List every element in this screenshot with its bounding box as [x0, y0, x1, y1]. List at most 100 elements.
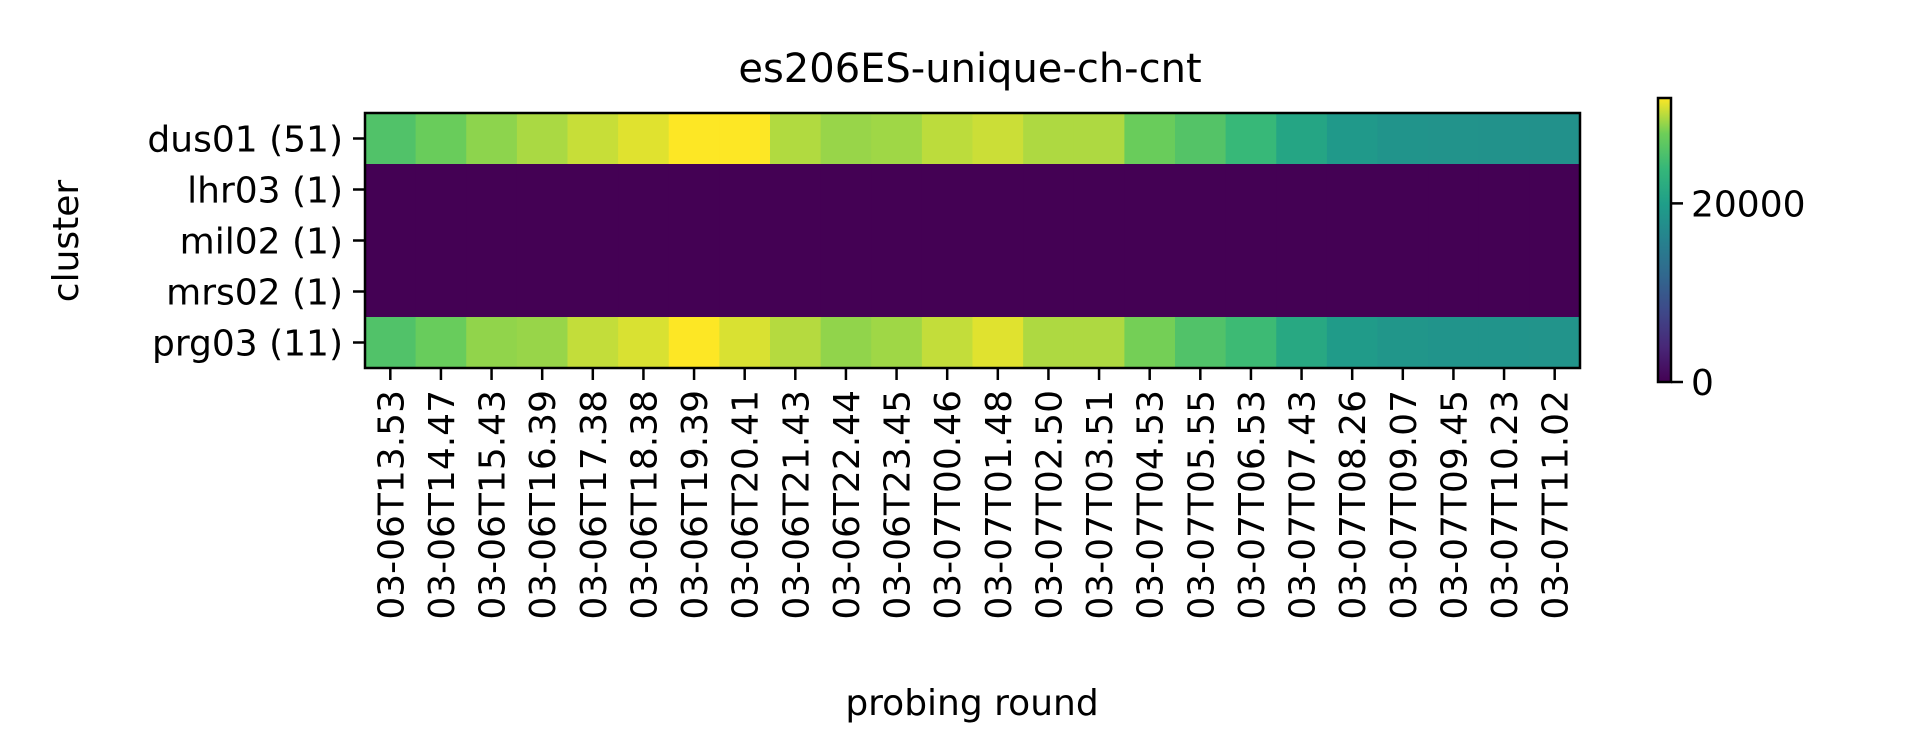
heatmap-cell [972, 215, 1024, 267]
heatmap-cell [1326, 215, 1379, 267]
heatmap-cell [871, 164, 923, 216]
heatmap-cell [1225, 317, 1277, 369]
x-axis-label: probing round [845, 683, 1098, 724]
x-tick-label: 03-06T16.39 [523, 390, 564, 620]
heatmap-cell [871, 266, 923, 318]
x-tick-label: 03-07T00.46 [928, 390, 969, 620]
heatmap-cell [668, 215, 720, 267]
x-tick-label: 03-06T18.38 [624, 390, 665, 620]
heatmap-cell [921, 266, 974, 318]
heatmap-cell [1326, 164, 1379, 216]
heatmap-cell [1023, 266, 1075, 318]
chart-title: es206ES-unique-ch-cnt [738, 46, 1201, 92]
heatmap-cell [1124, 164, 1176, 216]
heatmap-cell [770, 215, 822, 267]
x-tick-label: 03-07T06.53 [1232, 390, 1273, 620]
heatmap-cell [1478, 113, 1530, 165]
heatmap-cell [871, 215, 923, 267]
heatmap-cell [1124, 266, 1176, 318]
heatmap-cell [1428, 164, 1480, 216]
x-tick-label: 03-06T17.38 [574, 390, 615, 620]
y-tick-label: lhr03 (1) [187, 171, 343, 212]
x-tick-label: 03-07T05.55 [1181, 390, 1222, 620]
x-tick-label: 03-07T02.50 [1029, 390, 1070, 620]
heatmap-cell [516, 317, 569, 369]
heatmap-cell [1529, 317, 1581, 369]
heatmap-cell [466, 317, 518, 369]
heatmap-cell [1428, 266, 1480, 318]
x-tick-label: 03-07T07.43 [1283, 390, 1324, 620]
x-tick-label: 03-07T10.23 [1485, 390, 1526, 620]
heatmap-cell [668, 317, 720, 369]
heatmap-cell [668, 164, 720, 216]
heatmap-cell [820, 215, 872, 267]
heatmap-cell [1175, 113, 1227, 165]
heatmap-cell [1377, 164, 1429, 216]
x-tick-label: 03-06T22.44 [827, 390, 868, 620]
heatmap-cell [871, 317, 923, 369]
heatmap-cell [972, 317, 1024, 369]
heatmap-cells [365, 113, 1581, 369]
heatmap-cell [1529, 113, 1581, 165]
heatmap-cell [668, 113, 720, 165]
heatmap-cell [1175, 266, 1227, 318]
heatmap-cell [1276, 317, 1328, 369]
heatmap-cell [1023, 317, 1075, 369]
colorbar-tick-label: 0 [1691, 363, 1714, 404]
heatmap-cell [618, 215, 670, 267]
heatmap-cell [618, 266, 670, 318]
x-tick-label: 03-06T23.45 [878, 390, 919, 620]
x-tick-label: 03-07T09.07 [1384, 390, 1425, 620]
heatmap-cell [1428, 113, 1480, 165]
heatmap-cell [466, 266, 518, 318]
y-tick-label: mrs02 (1) [166, 273, 343, 314]
x-tick-label: 03-06T14.47 [422, 390, 463, 620]
heatmap-cell [415, 266, 467, 318]
y-tick-label: dus01 (51) [147, 120, 343, 161]
heatmap-cell [820, 164, 872, 216]
heatmap-cell [1073, 164, 1125, 216]
heatmap-cell [415, 215, 467, 267]
x-tick-label: 03-06T15.43 [473, 390, 514, 620]
heatmap-cell [972, 113, 1024, 165]
colorbar-ticks: 0 20000 [1671, 184, 1806, 404]
heatmap-cell [567, 164, 619, 216]
heatmap-cell [770, 113, 822, 165]
heatmap-cell [1124, 215, 1176, 267]
heatmap-cell [1529, 164, 1581, 216]
heatmap-cell [871, 113, 923, 165]
x-tick-label: 03-06T19.39 [675, 390, 716, 620]
heatmap-cell [1023, 164, 1075, 216]
heatmap-cell [921, 215, 974, 267]
heatmap-cell [365, 164, 417, 216]
heatmap-cell [516, 164, 569, 216]
heatmap-cell [770, 164, 822, 216]
heatmap-cell [770, 317, 822, 369]
heatmap-cell [1377, 317, 1429, 369]
heatmap-cell [516, 266, 569, 318]
heatmap-cell [618, 317, 670, 369]
x-tick-label: 03-07T11.02 [1536, 390, 1577, 620]
heatmap-cell [1377, 113, 1429, 165]
y-axis-ticks: dus01 (51) lhr03 (1) mil02 (1) mrs02 (1) prg… [147, 120, 365, 365]
heatmap-cell [1073, 215, 1125, 267]
heatmap-cell [972, 266, 1024, 318]
heatmap-cell [972, 164, 1024, 216]
heatmap-cell [516, 215, 569, 267]
heatmap-cell [1478, 266, 1530, 318]
heatmap-cell [618, 113, 670, 165]
heatmap-cell [1124, 317, 1176, 369]
x-tick-label: 03-07T03.51 [1080, 390, 1121, 620]
y-tick-label: mil02 (1) [180, 222, 343, 263]
heatmap-cell [1529, 215, 1581, 267]
heatmap-cell [618, 164, 670, 216]
heatmap-cell [466, 215, 518, 267]
heatmap-cell [820, 317, 872, 369]
heatmap-cell [1225, 266, 1277, 318]
colorbar-gradient [1658, 98, 1671, 382]
heatmap-cell [921, 164, 974, 216]
heatmap-cell [1175, 164, 1227, 216]
heatmap-cell [921, 317, 974, 369]
heatmap-cell [1073, 317, 1125, 369]
